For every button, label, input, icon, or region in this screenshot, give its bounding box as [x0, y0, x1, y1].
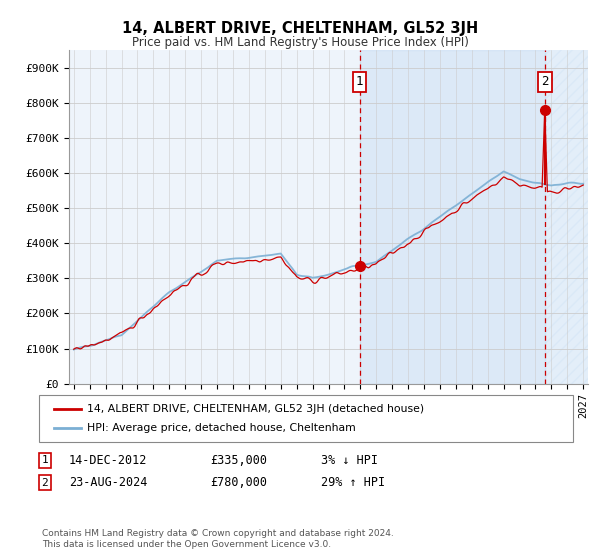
Bar	[359, 50, 545, 384]
Text: 2: 2	[542, 76, 549, 88]
Text: 29% ↑ HPI: 29% ↑ HPI	[321, 476, 385, 489]
Text: 2: 2	[41, 478, 49, 488]
Text: HPI: Average price, detached house, Cheltenham: HPI: Average price, detached house, Chel…	[87, 423, 356, 433]
Text: 14-DEC-2012: 14-DEC-2012	[69, 454, 148, 467]
Text: Price paid vs. HM Land Registry's House Price Index (HPI): Price paid vs. HM Land Registry's House …	[131, 36, 469, 49]
Text: 14, ALBERT DRIVE, CHELTENHAM, GL52 3JH: 14, ALBERT DRIVE, CHELTENHAM, GL52 3JH	[122, 21, 478, 36]
Text: 14, ALBERT DRIVE, CHELTENHAM, GL52 3JH (detached house): 14, ALBERT DRIVE, CHELTENHAM, GL52 3JH (…	[87, 404, 424, 414]
Text: £335,000: £335,000	[210, 454, 267, 467]
Text: 23-AUG-2024: 23-AUG-2024	[69, 476, 148, 489]
Text: 1: 1	[356, 76, 363, 88]
Text: 1: 1	[41, 455, 49, 465]
Bar	[545, 50, 591, 384]
Text: Contains HM Land Registry data © Crown copyright and database right 2024.
This d: Contains HM Land Registry data © Crown c…	[42, 529, 394, 549]
Text: 3% ↓ HPI: 3% ↓ HPI	[321, 454, 378, 467]
Text: £780,000: £780,000	[210, 476, 267, 489]
